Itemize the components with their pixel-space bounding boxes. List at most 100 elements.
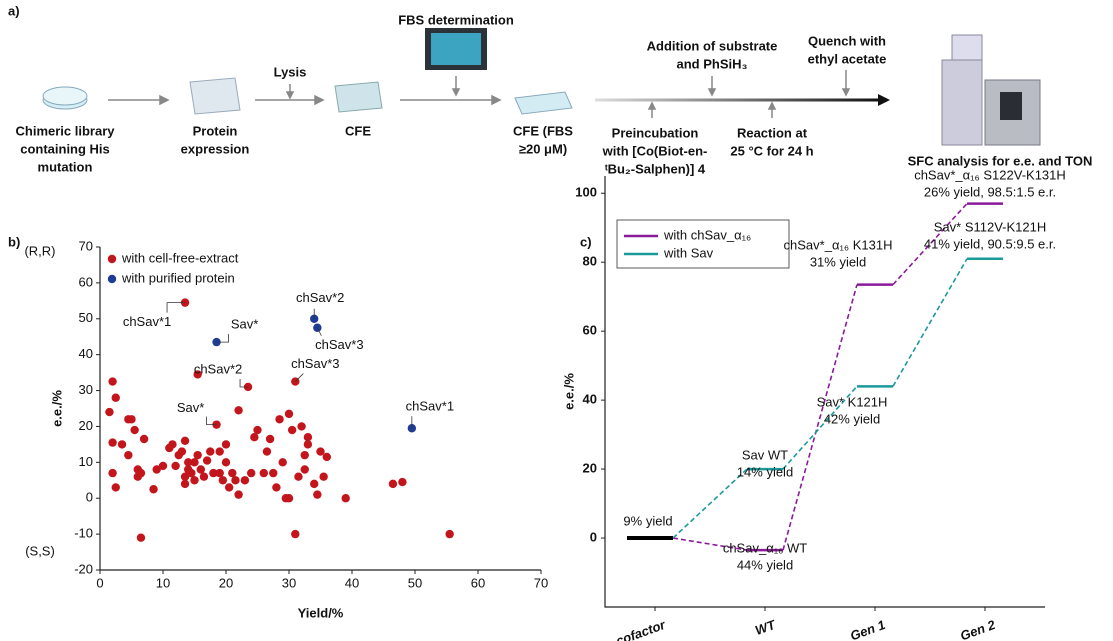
y-tick-label: 0 (86, 490, 93, 505)
step-label: CFE (FBS (513, 123, 573, 138)
point (196, 465, 205, 474)
connector (672, 468, 748, 539)
point (206, 447, 215, 456)
y-tick-label: 0 (590, 529, 597, 544)
point (234, 406, 243, 415)
point (108, 377, 117, 386)
point (294, 472, 303, 481)
x-tick-label: Free cofactor (585, 617, 668, 641)
point (221, 458, 231, 467)
point (250, 433, 259, 442)
y-tick-label: 20 (79, 418, 93, 433)
point (284, 409, 294, 419)
legend-box (616, 219, 790, 269)
legend-label: with cell-free-extract (121, 250, 239, 265)
arrow-head (647, 101, 657, 110)
point (284, 494, 294, 503)
point (139, 434, 149, 444)
point (190, 476, 199, 485)
annotation: Sav WT (742, 447, 788, 462)
y-tick-label: 50 (79, 310, 93, 325)
leader-line (216, 334, 229, 343)
y-tick-label: 60 (79, 274, 93, 289)
point (202, 456, 212, 465)
point (300, 465, 309, 474)
point (291, 529, 300, 539)
workflow-icons (42, 28, 1041, 146)
step-label: expression (181, 141, 250, 156)
point (190, 458, 199, 467)
legend-label: with Sav (663, 245, 714, 260)
point (152, 465, 161, 474)
timeline-arrow-head (878, 94, 890, 106)
point (259, 468, 268, 478)
y-tick-label: 20 (583, 461, 597, 476)
point (127, 415, 136, 424)
point (158, 461, 168, 471)
y-tick-label: 30 (79, 382, 93, 397)
legend-label: with chSav_α₁₆ (663, 227, 751, 242)
y-tick-label: 40 (79, 346, 93, 361)
point (445, 529, 454, 539)
legend-label: with purified protein (121, 270, 235, 285)
leader-line (316, 327, 322, 336)
point (234, 490, 243, 499)
point (221, 440, 231, 449)
point (398, 477, 407, 487)
y-tick-label: 70 (79, 238, 93, 253)
axes (604, 176, 1045, 608)
annotation: chSav*3 (315, 337, 363, 352)
point (124, 450, 133, 460)
point (171, 461, 180, 471)
reaction-label: 25 °C for 24 h (730, 143, 813, 158)
step-label: CFE (345, 123, 371, 138)
legend-marker (107, 254, 117, 264)
y-tick-label: 80 (583, 254, 597, 269)
point (316, 447, 325, 456)
point (287, 425, 297, 435)
sfc-instrument (941, 59, 983, 146)
arrow-head (491, 94, 502, 106)
step-label: FBS determination (398, 12, 514, 27)
leader-line (295, 373, 304, 382)
point (136, 533, 146, 542)
step-label: mutation (38, 159, 93, 174)
point (108, 468, 117, 478)
step-label: Protein (193, 123, 238, 138)
annotation: chSav*3 (291, 356, 339, 371)
y-tick-label: 10 (79, 454, 93, 469)
leader-line (206, 416, 217, 426)
leader-line (239, 378, 249, 388)
point (130, 425, 139, 435)
point (240, 476, 250, 485)
panel-label: a) (8, 3, 20, 18)
point (300, 450, 309, 460)
panel-label: c) (580, 234, 592, 249)
annotation: 41% yield, 90.5:9.5 e.r. (924, 236, 1056, 251)
point (224, 483, 234, 492)
step-label: Chimeric library (16, 123, 116, 138)
sfc-bottles (951, 34, 983, 61)
point (218, 476, 228, 485)
step-label: Lysis (274, 64, 307, 79)
point (187, 468, 196, 478)
annotation: 31% yield (810, 254, 866, 269)
point (319, 472, 328, 481)
connector (782, 385, 858, 470)
x-tick-label: 70 (534, 575, 548, 590)
point (111, 483, 120, 492)
annotation: chSav*_α₁₆ S122V-K131H (914, 167, 1066, 182)
point (168, 440, 177, 449)
arrow-head (285, 91, 295, 100)
annotation: Sav* S112V-K121H (934, 219, 1047, 234)
x-tick-label: Gen 2 (958, 617, 998, 641)
point (269, 468, 278, 478)
connector (672, 537, 748, 551)
y-axis-label: e.e./% (49, 390, 64, 427)
point (275, 415, 284, 424)
annotation: Sav* (177, 400, 204, 415)
point (199, 472, 209, 481)
annotation: chSav*1 (123, 314, 171, 329)
reaction-label: and PhSiH₃ (676, 56, 747, 71)
